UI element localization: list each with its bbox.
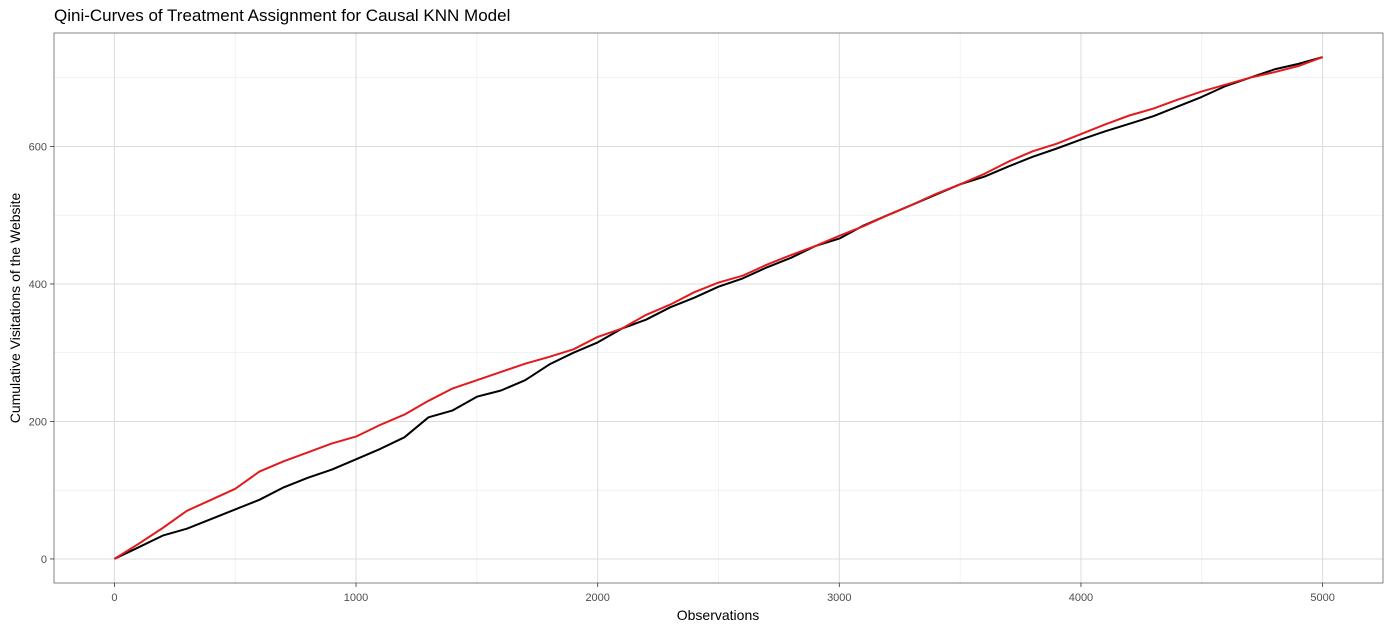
- chart-title: Qini-Curves of Treatment Assignment for …: [54, 6, 510, 25]
- series-layer: [113, 56, 1323, 560]
- x-tick-label: 2000: [585, 592, 609, 604]
- x-tick-label: 5000: [1310, 592, 1334, 604]
- y-axis-ticks: 0 200 400 600: [29, 141, 54, 566]
- y-tick-label: 400: [29, 279, 47, 291]
- x-axis-ticks: 0 1000 2000 3000 4000 5000: [111, 583, 1335, 604]
- x-axis-label: Observations: [677, 607, 759, 623]
- series-line-2: [113, 56, 1323, 560]
- series-line-1: [113, 56, 1323, 560]
- grid-major: [54, 33, 1383, 583]
- y-tick-label: 200: [29, 416, 47, 428]
- y-tick-label: 0: [41, 554, 47, 566]
- x-tick-label: 1000: [344, 592, 368, 604]
- x-tick-label: 0: [111, 592, 117, 604]
- panel-border: [53, 32, 1384, 584]
- x-tick-label: 4000: [1069, 592, 1093, 604]
- grid-minor: [54, 33, 1383, 583]
- y-axis-label: Cumulative Visitations of the Website: [7, 192, 23, 423]
- x-tick-label: 3000: [827, 592, 851, 604]
- y-tick-label: 600: [29, 141, 47, 153]
